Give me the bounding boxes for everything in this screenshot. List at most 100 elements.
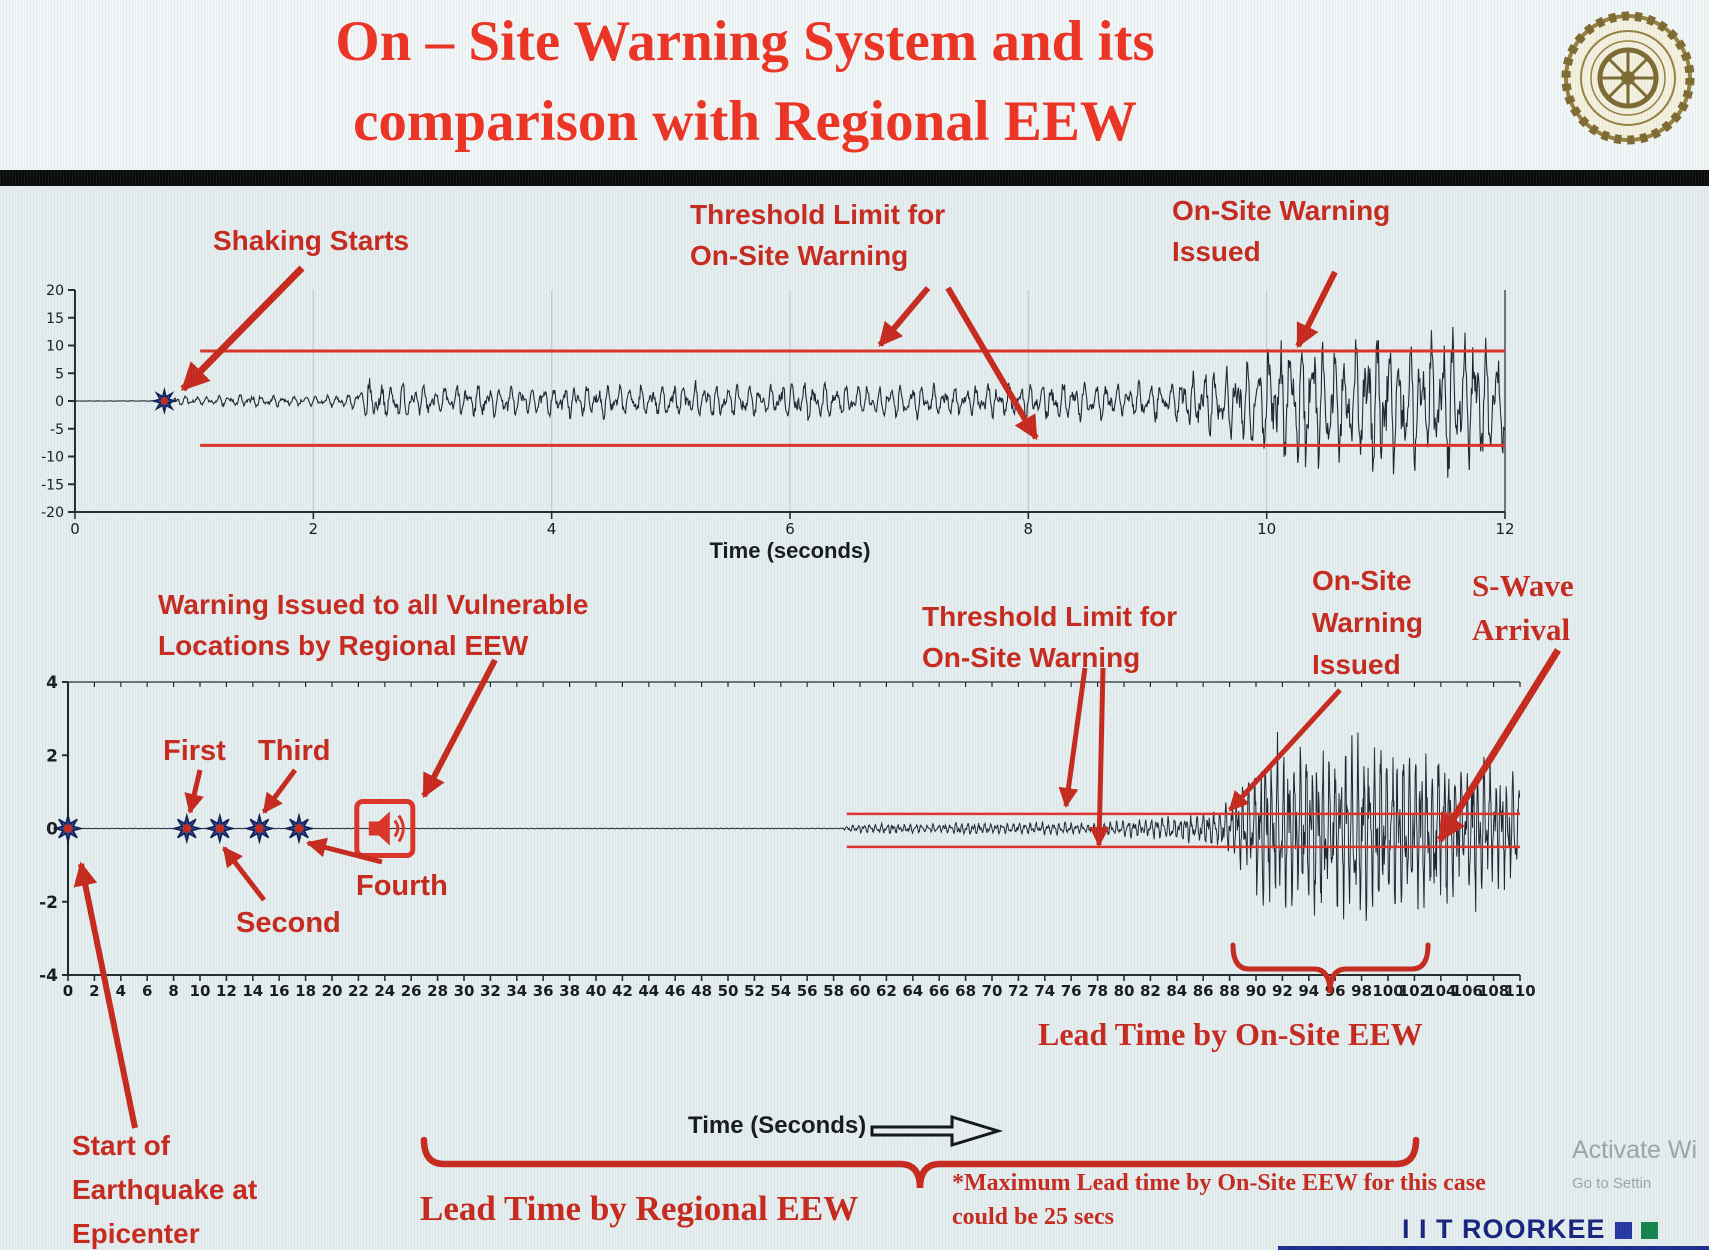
svg-text:50: 50 bbox=[718, 982, 739, 1000]
label-lead-time-onsite: Lead Time by On-Site EEW bbox=[1038, 1016, 1423, 1052]
svg-text:12: 12 bbox=[1495, 520, 1514, 538]
slide-header bbox=[0, 0, 1709, 170]
label-onsite-warning-top-line2: Issued bbox=[1172, 236, 1261, 267]
svg-text:60: 60 bbox=[850, 982, 871, 1000]
svg-text:10: 10 bbox=[46, 339, 64, 355]
label-swave-line2: Arrival bbox=[1472, 612, 1571, 647]
svg-text:24: 24 bbox=[374, 982, 395, 1000]
label-epicenter-line1: Start of bbox=[72, 1130, 170, 1161]
brand-square-blue-icon bbox=[1614, 1222, 1632, 1240]
bottom-chart-xlabel: Time (Seconds) bbox=[688, 1112, 867, 1139]
svg-text:58: 58 bbox=[823, 982, 844, 1000]
svg-text:22: 22 bbox=[348, 982, 369, 1000]
svg-text:94: 94 bbox=[1298, 982, 1319, 1000]
svg-text:6: 6 bbox=[142, 982, 152, 1000]
label-onsite-warning-bottom-line2: Warning bbox=[1312, 607, 1423, 638]
svg-text:64: 64 bbox=[902, 982, 923, 1000]
svg-text:40: 40 bbox=[586, 982, 607, 1000]
label-threshold-top: Threshold Limit for On-Site Warning bbox=[690, 194, 945, 276]
svg-text:84: 84 bbox=[1166, 982, 1187, 1000]
watermark-line2: Go to Settin bbox=[1572, 1175, 1652, 1192]
label-epicenter-line3: Epicenter bbox=[72, 1218, 200, 1249]
svg-text:110: 110 bbox=[1504, 982, 1535, 1000]
brand-underline bbox=[1278, 1246, 1709, 1250]
label-threshold-bottom: Threshold Limit for On-Site Warning bbox=[922, 596, 1177, 678]
label-shaking-starts: Shaking Starts bbox=[213, 225, 410, 256]
label-event-first: First bbox=[163, 735, 226, 767]
svg-text:38: 38 bbox=[559, 982, 580, 1000]
header-divider bbox=[0, 170, 1709, 186]
svg-text:10: 10 bbox=[190, 982, 211, 1000]
slide-title: On – Site Warning System and its compari… bbox=[60, 2, 1430, 162]
chart-onsite-record: 20 15 10 5 0 -5 -10 -15 -20 0 2 4 6 8 10 12 bbox=[41, 283, 1514, 538]
label-swave-arrival: S-Wave Arrival bbox=[1472, 564, 1574, 652]
svg-text:0: 0 bbox=[63, 982, 73, 1000]
svg-text:6: 6 bbox=[785, 520, 795, 538]
label-threshold-bottom-line2: On-Site Warning bbox=[922, 642, 1141, 673]
activate-windows-watermark: Activate Wi Go to Settin bbox=[1572, 1136, 1697, 1192]
svg-text:72: 72 bbox=[1008, 982, 1029, 1000]
svg-text:4: 4 bbox=[116, 982, 126, 1000]
svg-text:2: 2 bbox=[89, 982, 99, 1000]
watermark-line1: Activate Wi bbox=[1572, 1136, 1698, 1164]
svg-text:62: 62 bbox=[876, 982, 897, 1000]
svg-text:20: 20 bbox=[322, 982, 343, 1000]
svg-text:90: 90 bbox=[1246, 982, 1267, 1000]
svg-text:56: 56 bbox=[797, 982, 818, 1000]
svg-text:-5: -5 bbox=[50, 422, 64, 438]
svg-text:0: 0 bbox=[55, 394, 64, 410]
label-lead-time-regional: Lead Time by Regional EEW bbox=[420, 1189, 859, 1228]
label-swave-line1: S-Wave bbox=[1472, 568, 1574, 603]
svg-text:0: 0 bbox=[46, 820, 58, 840]
svg-text:2: 2 bbox=[309, 520, 319, 538]
svg-text:0: 0 bbox=[70, 520, 80, 538]
label-footnote-line2: could be 25 secs bbox=[952, 1204, 1114, 1230]
svg-text:78: 78 bbox=[1087, 982, 1108, 1000]
svg-text:2: 2 bbox=[46, 746, 58, 766]
svg-text:68: 68 bbox=[955, 982, 976, 1000]
label-threshold-bottom-line1: Threshold Limit for bbox=[922, 601, 1178, 632]
label-regional-warning-line1: Warning Issued to all Vulnerable bbox=[158, 589, 589, 620]
svg-text:86: 86 bbox=[1193, 982, 1214, 1000]
svg-text:52: 52 bbox=[744, 982, 765, 1000]
svg-text:4: 4 bbox=[547, 520, 557, 538]
svg-text:26: 26 bbox=[401, 982, 422, 1000]
svg-text:16: 16 bbox=[269, 982, 290, 1000]
label-threshold-top-line1: Threshold Limit for bbox=[690, 199, 946, 230]
svg-text:66: 66 bbox=[929, 982, 950, 1000]
brand-square-green-icon bbox=[1640, 1222, 1658, 1240]
svg-text:106: 106 bbox=[1452, 982, 1483, 1000]
svg-text:12: 12 bbox=[216, 982, 237, 1000]
brand-text: I I T ROORKEE bbox=[1402, 1214, 1606, 1244]
svg-text:92: 92 bbox=[1272, 982, 1293, 1000]
label-footnote-line1: *Maximum Lead time by On-Site EEW for th… bbox=[952, 1170, 1486, 1196]
label-event-second: Second bbox=[236, 907, 341, 939]
svg-text:54: 54 bbox=[770, 982, 791, 1000]
label-event-third: Third bbox=[258, 735, 331, 767]
svg-text:76: 76 bbox=[1061, 982, 1082, 1000]
label-onsite-warning-top: On-Site Warning Issued bbox=[1172, 190, 1390, 272]
svg-text:30: 30 bbox=[454, 982, 475, 1000]
svg-text:108: 108 bbox=[1478, 982, 1509, 1000]
svg-text:-15: -15 bbox=[41, 477, 64, 493]
label-regional-warning-line2: Locations by Regional EEW bbox=[158, 630, 529, 661]
label-onsite-warning-top-line1: On-Site Warning bbox=[1172, 195, 1391, 226]
svg-text:74: 74 bbox=[1034, 982, 1055, 1000]
label-onsite-warning-bottom: On-Site Warning Issued bbox=[1312, 560, 1423, 686]
iit-roorkee-logo-icon bbox=[1561, 11, 1695, 145]
label-threshold-top-line2: On-Site Warning bbox=[690, 240, 909, 271]
svg-text:8: 8 bbox=[1024, 520, 1034, 538]
svg-text:28: 28 bbox=[427, 982, 448, 1000]
svg-text:-20: -20 bbox=[41, 505, 64, 521]
svg-text:36: 36 bbox=[533, 982, 554, 1000]
title-line2: comparison with Regional EEW bbox=[353, 90, 1137, 153]
svg-text:104: 104 bbox=[1425, 982, 1456, 1000]
regional-warning-icon bbox=[354, 799, 416, 858]
label-onsite-warning-bottom-line3: Issued bbox=[1312, 649, 1401, 680]
svg-text:80: 80 bbox=[1114, 982, 1135, 1000]
svg-text:-4: -4 bbox=[39, 966, 58, 986]
label-epicenter-line2: Earthquake at bbox=[72, 1174, 258, 1205]
svg-text:44: 44 bbox=[638, 982, 659, 1000]
svg-text:15: 15 bbox=[46, 311, 64, 327]
